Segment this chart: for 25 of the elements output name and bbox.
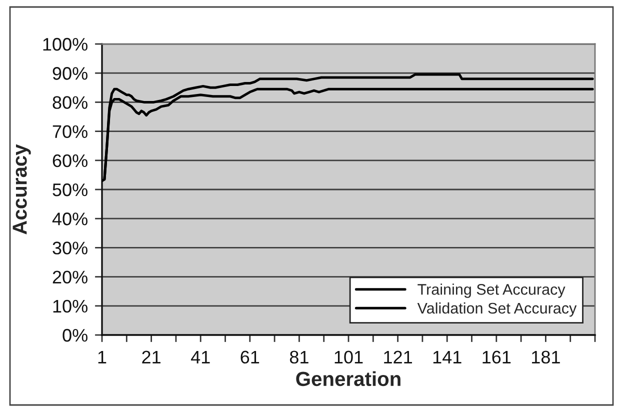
x-tick-label: 161 [482, 350, 511, 364]
x-tick-label: 121 [384, 350, 412, 364]
x-tick-label: 61 [240, 350, 260, 364]
y-tick-label: 90% [52, 67, 88, 80]
y-axis-title: Accuracy [12, 144, 31, 234]
x-tick-label: 21 [142, 350, 160, 364]
y-tick-label: 0% [62, 328, 88, 342]
y-tick-label: 50% [52, 183, 88, 196]
legend-label: Validation Set Accuracy [417, 302, 577, 317]
x-tick-label: 81 [290, 350, 308, 364]
y-tick-label: 60% [52, 154, 88, 168]
y-tick-label: 40% [52, 212, 88, 226]
y-tick-label: 30% [52, 242, 88, 254]
x-tick-label: 141 [433, 350, 462, 364]
legend-label: Training Set Accuracy [418, 284, 566, 298]
y-tick-label: 70% [52, 125, 88, 138]
x-axis-title: Generation [296, 371, 400, 386]
y-tick-label: 10% [53, 300, 88, 313]
x-tick-label: 101 [334, 350, 363, 364]
y-tick-label: 100% [43, 38, 88, 51]
x-tick-label: 41 [190, 350, 210, 364]
y-tick-label: 80% [52, 96, 88, 109]
x-tick-label: 181 [532, 350, 560, 364]
x-tick-label: 1 [98, 350, 106, 364]
y-tick-label: 20% [52, 270, 88, 284]
